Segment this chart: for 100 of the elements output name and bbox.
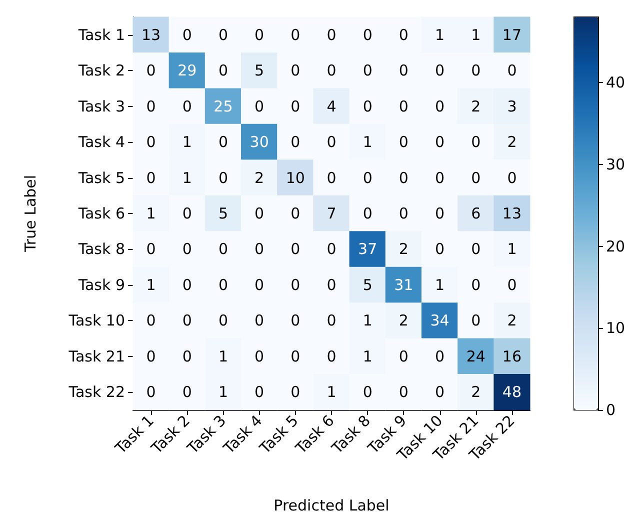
data-label: 1 [471,26,481,44]
data-label: 0 [362,62,372,80]
data-label: 0 [218,312,228,330]
data-label: 0 [471,276,481,294]
data-label: 0 [290,133,300,152]
data-label: 0 [182,26,192,44]
data-label: 0 [326,276,336,294]
data-label: 0 [290,383,300,402]
data-label: 0 [398,383,408,402]
data-label: 31 [394,276,414,294]
data-label: 0 [254,97,264,116]
data-label: 1 [218,347,228,366]
data-label: 0 [326,62,336,80]
y-tick-label: Task 1 [77,26,125,44]
data-label: 0 [507,276,517,294]
data-label: 0 [435,347,445,366]
data-label: 0 [254,383,264,402]
data-label: 0 [326,240,336,258]
color-bar-label: 30 [606,155,626,174]
x-axis-title: Predicted Label [274,496,390,514]
data-label: 0 [398,204,408,222]
data-label: 0 [435,383,445,402]
y-tick-label: Task 21 [68,347,125,366]
data-label: 0 [290,312,300,330]
data-label: 0 [326,26,336,44]
data-label: 10 [286,168,305,187]
data-label: 0 [362,383,372,402]
data-label: 0 [146,168,156,187]
color-bar-label: 20 [606,237,626,256]
data-label: 24 [466,347,486,366]
data-label: 1 [182,168,192,187]
data-label: 1 [362,347,372,366]
data-label: 0 [435,97,445,116]
data-label: 0 [398,347,408,366]
data-label: 0 [326,133,336,152]
y-tick-label: Task 22 [68,383,125,402]
data-label: 5 [254,62,264,80]
data-label: 1 [146,276,156,294]
y-tick-label: Task 4 [77,133,125,152]
data-label: 1 [362,133,372,152]
data-label: 0 [398,26,408,44]
data-label: 0 [254,276,264,294]
data-label: 0 [471,168,481,187]
data-label: 0 [218,26,228,44]
data-label: 2 [254,168,264,187]
data-label: 0 [398,97,408,116]
data-label: 2 [471,383,481,402]
data-label: 17 [502,26,522,44]
data-label: 0 [435,240,445,258]
data-label: 0 [146,312,156,330]
y-tick-label: Task 6 [77,204,125,222]
y-tick-label: Task 5 [77,168,125,187]
data-label: 0 [326,312,336,330]
data-label: 0 [146,97,156,116]
data-label: 0 [182,347,192,366]
data-label: 0 [254,204,264,222]
data-label: 0 [146,347,156,366]
data-label: 0 [290,97,300,116]
data-label: 0 [290,276,300,294]
data-label: 0 [290,347,300,366]
data-label: 13 [502,204,522,222]
data-label: 0 [146,62,156,80]
data-label: 2 [507,133,517,152]
color-bar-label: 10 [606,319,626,338]
data-label: 0 [218,168,228,187]
color-bar-label: 40 [606,74,626,92]
y-tick-label: Task 3 [77,97,125,116]
y-tick-label: Task 2 [77,62,125,80]
data-label: 1 [218,383,228,402]
data-label: 16 [502,347,522,366]
data-label: 0 [362,168,372,187]
data-label: 5 [362,276,372,294]
data-label: 0 [398,168,408,187]
data-label: 0 [254,312,264,330]
data-label: 0 [326,168,336,187]
data-label: 4 [326,97,336,116]
data-label: 1 [435,26,445,44]
data-label: 0 [182,312,192,330]
data-label: 34 [430,312,450,330]
data-label: 2 [507,312,517,330]
data-label: 2 [398,312,408,330]
data-label: 0 [218,62,228,80]
data-label: 37 [358,240,378,258]
data-label: 25 [214,97,233,116]
y-tick-label: Task 10 [68,312,125,330]
data-label: 0 [218,276,228,294]
data-label: 30 [250,133,269,152]
data-label: 0 [362,204,372,222]
color-bar-label: 0 [606,401,616,419]
data-label: 0 [218,133,228,152]
data-label: 1 [146,204,156,222]
data-label: 0 [146,240,156,258]
data-label: 5 [218,204,228,222]
data-label: 0 [290,240,300,258]
data-label: 0 [398,133,408,152]
data-label: 2 [471,97,481,116]
data-label: 0 [182,97,192,116]
data-label: 0 [507,168,517,187]
data-label: 0 [290,62,300,80]
data-label: 1 [326,383,336,402]
